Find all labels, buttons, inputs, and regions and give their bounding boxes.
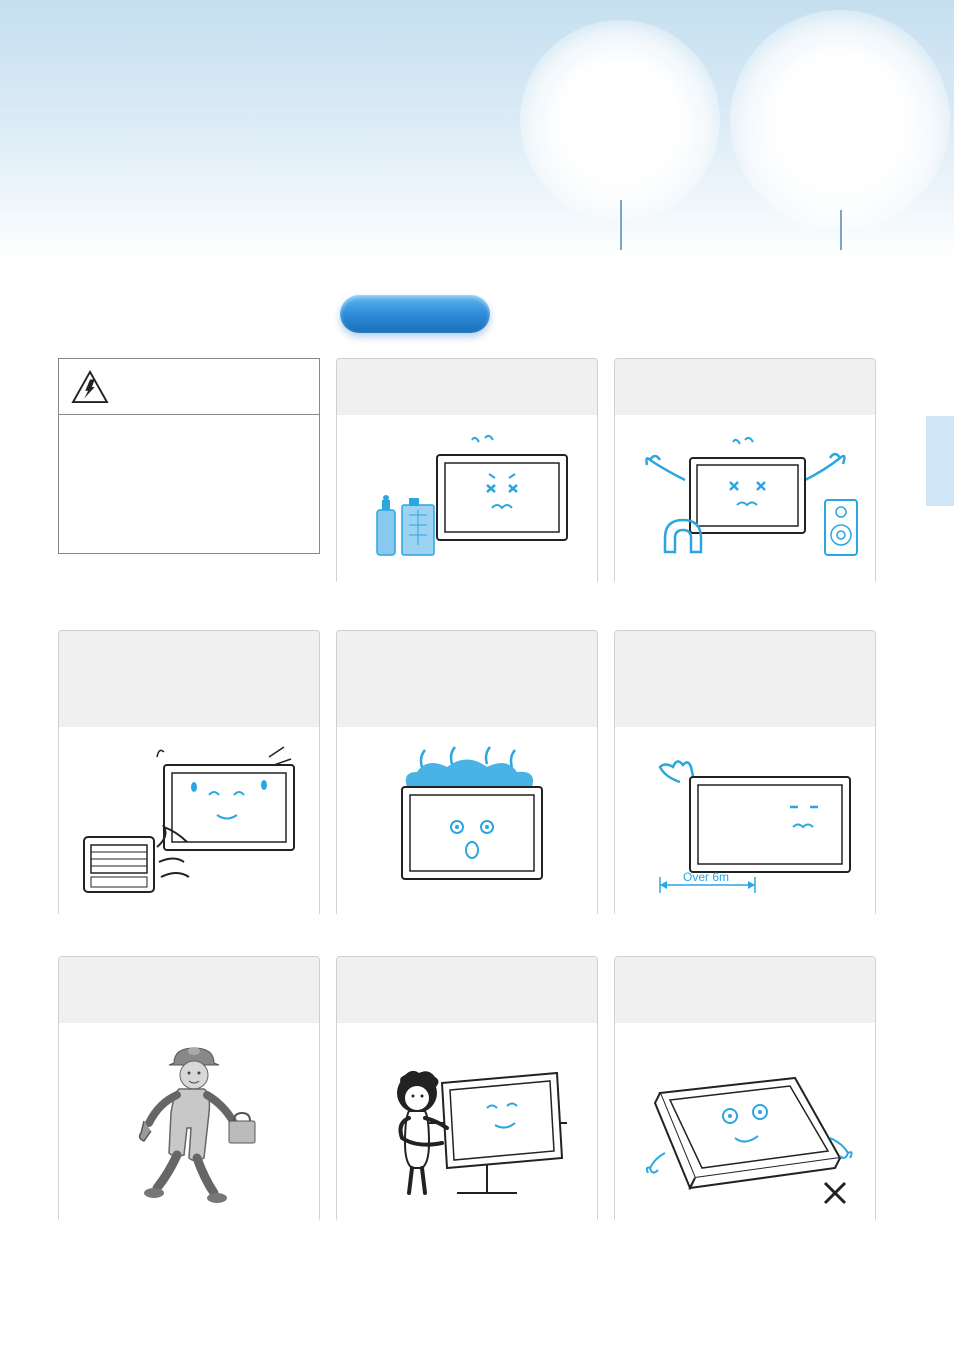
card-header [337, 359, 597, 415]
card-body [615, 415, 875, 585]
card-body: Over 6m [615, 727, 875, 917]
warning-triangle-icon [71, 370, 109, 404]
card-heater [58, 630, 320, 916]
caution-header [59, 359, 319, 415]
card-repairman [58, 956, 320, 1222]
dandelion-stem-2 [840, 210, 842, 250]
card-distance: Over 6m [614, 630, 876, 916]
illustration-child-tv [357, 1033, 577, 1213]
card-header [59, 631, 319, 727]
side-tab [926, 416, 954, 506]
card-header [615, 957, 875, 1023]
dandelion-stem-1 [620, 200, 622, 250]
illustration-heater [69, 737, 309, 907]
card-body [615, 1023, 875, 1223]
illustration-distance: Over 6m [625, 737, 865, 907]
dandelion-decoration-2 [730, 10, 950, 230]
caution-box [58, 358, 320, 554]
card-body [59, 1023, 319, 1223]
card-water [336, 630, 598, 916]
dandelion-decoration-1 [520, 20, 720, 220]
card-header [59, 957, 319, 1023]
section-pill-button [340, 295, 490, 333]
card-chemicals [336, 358, 598, 584]
card-magnet-speaker [614, 358, 876, 584]
card-body [337, 1023, 597, 1223]
card-header [615, 631, 875, 727]
distance-label: Over 6m [683, 870, 729, 884]
card-body [59, 727, 319, 917]
illustration-chemicals [357, 430, 577, 570]
illustration-repairman [99, 1033, 279, 1213]
card-header [337, 631, 597, 727]
card-body [337, 727, 597, 917]
illustration-magnet [625, 430, 865, 570]
card-header [337, 957, 597, 1023]
illustration-water [357, 742, 577, 902]
card-body [337, 415, 597, 585]
card-child-tv [336, 956, 598, 1222]
card-tv-floor [614, 956, 876, 1222]
card-header [615, 359, 875, 415]
illustration-tv-floor [630, 1038, 860, 1208]
